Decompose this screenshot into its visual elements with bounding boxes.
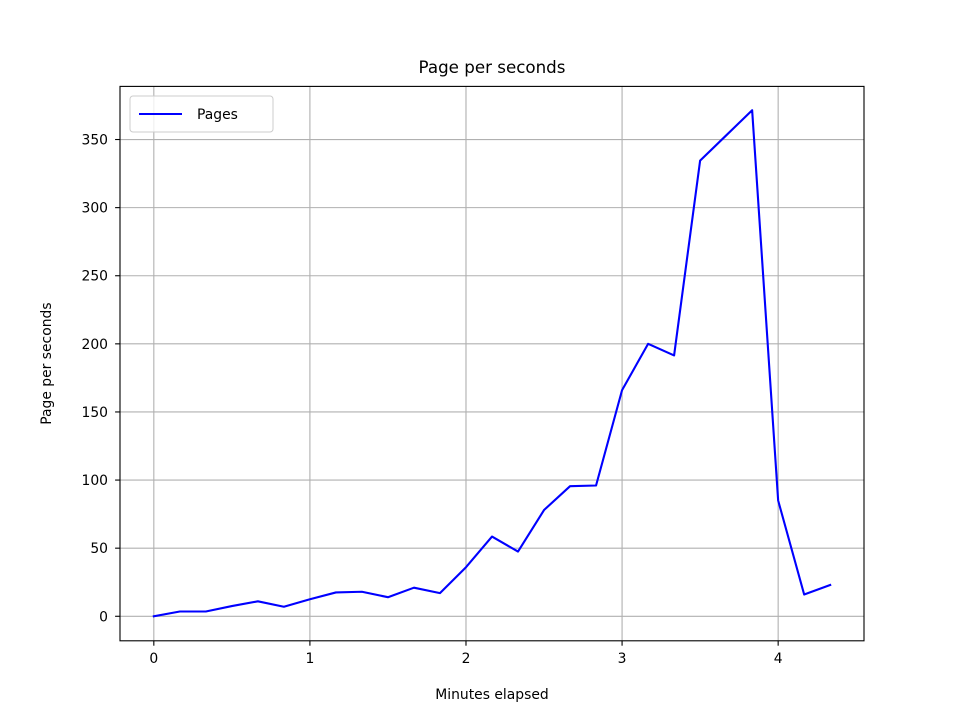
x-tick-label: 0: [149, 651, 158, 667]
y-axis-label: Page per seconds: [39, 302, 55, 424]
y-tick-label: 50: [90, 541, 108, 557]
legend-box: [129, 95, 274, 133]
grid-lines: [120, 86, 864, 641]
y-tick-label: 200: [81, 337, 108, 353]
chart-title: Page per seconds: [419, 57, 566, 77]
series-line-pages: [152, 109, 832, 618]
x-tick-label: 2: [462, 651, 471, 667]
y-tick-label: 0: [99, 609, 108, 625]
x-tick-label: 1: [305, 651, 314, 667]
x-tick-label: 3: [618, 651, 627, 667]
x-tick-label: 4: [774, 651, 783, 667]
y-tick-label: 250: [81, 269, 108, 285]
y-axis-ticks: 0 50 100 150 200 250 300 350: [81, 133, 120, 625]
y-tick-label: 300: [81, 201, 108, 217]
y-tick-label: 100: [81, 473, 108, 489]
y-tick-label: 150: [81, 405, 108, 421]
x-axis-ticks: 0 1 2 3 4: [149, 640, 783, 667]
y-tick-label: 350: [81, 133, 108, 149]
legend: Pages: [129, 95, 274, 133]
plot-area: [120, 86, 864, 641]
legend-label-pages: Pages: [197, 107, 238, 123]
x-axis-label: Minutes elapsed: [435, 687, 548, 703]
series-layer: [152, 109, 832, 618]
plot-frame: [119, 85, 865, 642]
